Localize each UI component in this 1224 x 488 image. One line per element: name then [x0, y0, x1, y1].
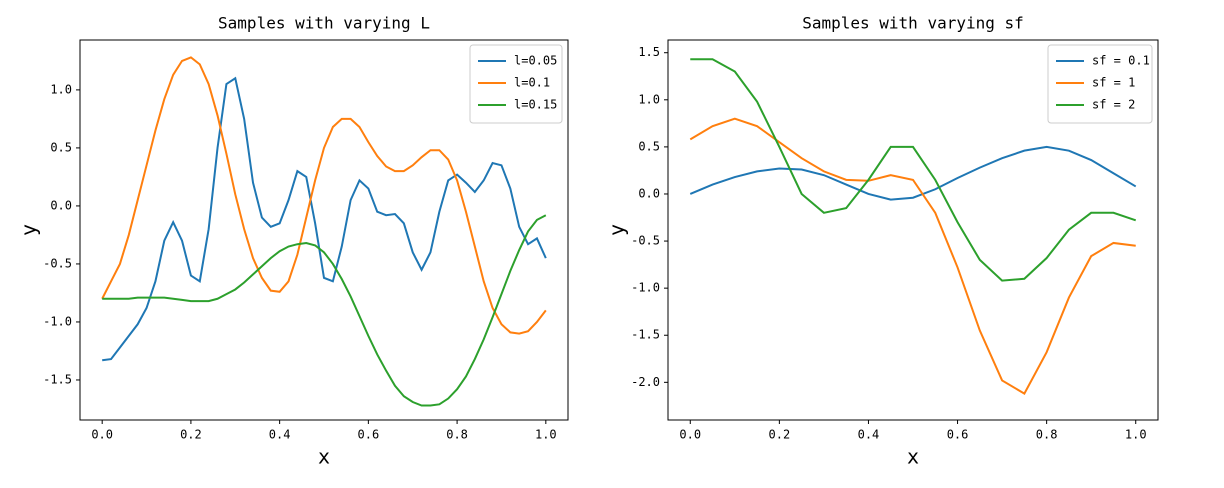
legend-label: l=0.15 — [514, 98, 557, 112]
x-tick-label: 0.4 — [269, 428, 291, 442]
x-tick-label: 0.0 — [91, 428, 113, 442]
legend-label: l=0.1 — [514, 76, 550, 90]
chart-title: Samples with varying L — [218, 14, 430, 33]
series-line — [689, 145, 1137, 201]
x-tick-label: 0.2 — [769, 428, 791, 442]
y-tick-label: 0.5 — [638, 139, 660, 153]
series-line — [689, 117, 1136, 396]
y-tick-label: 0.0 — [50, 198, 72, 212]
y-tick-label: -1.0 — [43, 314, 72, 328]
series-line — [102, 76, 547, 362]
y-tick-label: 0.5 — [50, 140, 72, 154]
y-tick-label: 1.0 — [50, 82, 72, 96]
x-axis-label: x — [318, 445, 330, 469]
x-axis-label: x — [907, 445, 919, 469]
x-tick-label: 0.6 — [947, 428, 969, 442]
legend-label: sf = 0.1 — [1092, 54, 1150, 68]
y-tick-label: -2.0 — [631, 375, 660, 389]
legend-box — [1047, 44, 1153, 124]
y-axis-label: y — [17, 224, 41, 236]
x-tick-label: 0.6 — [358, 428, 380, 442]
legend-box — [469, 44, 563, 124]
series-line — [101, 56, 547, 335]
y-tick-label: -1.5 — [631, 328, 660, 342]
x-tick-label: 1.0 — [535, 428, 557, 442]
chart-title: Samples with varying sf — [802, 14, 1024, 33]
legend-label: sf = 1 — [1092, 76, 1135, 90]
legend-label: sf = 2 — [1092, 98, 1135, 112]
y-tick-label: 1.0 — [638, 92, 660, 106]
x-tick-label: 0.2 — [180, 428, 202, 442]
y-tick-label: -1.5 — [43, 372, 72, 386]
y-tick-label: -0.5 — [43, 256, 72, 270]
series-line — [102, 214, 547, 407]
series-line — [690, 58, 1137, 282]
x-tick-label: 0.8 — [446, 428, 468, 442]
y-axis-label: y — [605, 224, 629, 236]
x-tick-label: 0.8 — [1036, 428, 1058, 442]
y-tick-label: -0.5 — [631, 234, 660, 248]
x-tick-label: 1.0 — [1125, 428, 1147, 442]
y-tick-label: 0.0 — [638, 186, 660, 200]
axes-frame — [667, 39, 1159, 421]
legend-label: l=0.05 — [514, 54, 557, 68]
y-tick-label: -1.0 — [631, 281, 660, 295]
axes-frame — [79, 39, 569, 421]
x-tick-label: 0.4 — [858, 428, 880, 442]
y-tick-label: 1.5 — [638, 45, 660, 59]
x-tick-label: 0.0 — [679, 428, 701, 442]
